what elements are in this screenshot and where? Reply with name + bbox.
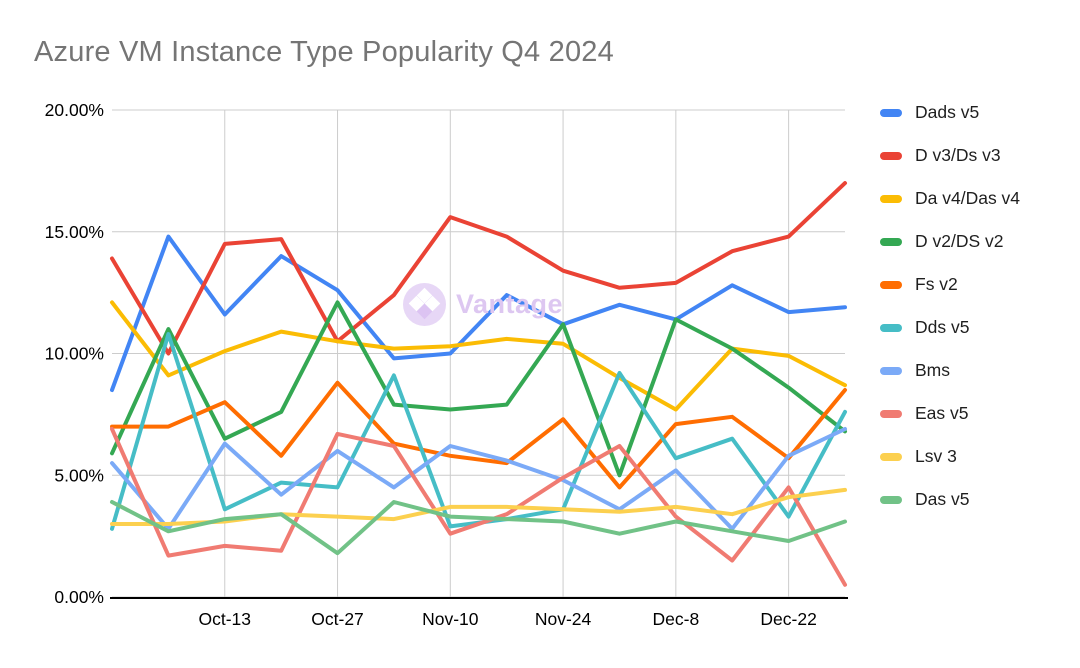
legend-swatch-icon [880, 194, 902, 203]
series-line-d-v2-ds-v2 [110, 300, 847, 478]
legend-swatch-icon [880, 452, 902, 461]
legend-swatch-icon [880, 108, 902, 117]
x-tick-label: Dec-8 [653, 609, 700, 629]
legend-item: D v2/DS v2 [880, 220, 1020, 263]
legend-label: Fs v2 [915, 274, 958, 294]
legend-label: Dds v5 [915, 317, 970, 337]
legend-swatch-icon [880, 151, 902, 160]
legend-swatch-icon [880, 323, 902, 332]
series-line-fs-v2 [110, 380, 847, 490]
series-line-d-v3-ds-v3 [110, 181, 847, 356]
series-line-bms [110, 427, 847, 531]
legend-swatch-icon [880, 237, 902, 246]
legend-swatch-icon [880, 366, 902, 375]
legend-label: Das v5 [915, 489, 970, 509]
y-tick-label: 0.00% [54, 587, 104, 607]
legend-label: D v2/DS v2 [915, 231, 1004, 251]
series-line-eas-v5 [110, 427, 847, 587]
legend-item: Lsv 3 [880, 435, 1020, 478]
legend-label: Bms [915, 360, 950, 380]
legend-label: Lsv 3 [915, 446, 957, 466]
legend-item: Dds v5 [880, 306, 1020, 349]
legend: Dads v5 D v3/Ds v3 Da v4/Das v4 D v2/DS v2 F… [880, 91, 1020, 521]
legend-item: Da v4/Das v4 [880, 177, 1020, 220]
legend-item: Das v5 [880, 478, 1020, 521]
legend-item: Bms [880, 349, 1020, 392]
series-line-das-v5 [110, 500, 847, 556]
legend-item: Dads v5 [880, 91, 1020, 134]
series-line-dads-v5 [110, 234, 847, 392]
y-tick-label: 20.00% [45, 100, 104, 120]
legend-label: D v3/Ds v3 [915, 145, 1001, 165]
x-tick-label: Dec-22 [760, 609, 816, 629]
y-tick-label: 5.00% [54, 465, 104, 485]
x-tick-label: Nov-10 [422, 609, 479, 629]
legend-label: Dads v5 [915, 102, 980, 122]
legend-swatch-icon [880, 495, 902, 504]
legend-label: Da v4/Das v4 [915, 188, 1021, 208]
legend-swatch-icon [880, 280, 902, 289]
legend-item: D v3/Ds v3 [880, 134, 1020, 177]
y-tick-label: 15.00% [45, 222, 104, 242]
legend-item: Eas v5 [880, 392, 1020, 435]
x-tick-label: Nov-24 [535, 609, 592, 629]
legend-label: Eas v5 [915, 403, 969, 423]
page-title: Azure VM Instance Type Popularity Q4 202… [34, 36, 614, 68]
legend-swatch-icon [880, 409, 902, 418]
series-line-da-v4-das-v4 [110, 300, 847, 412]
x-tick-label: Oct-27 [311, 609, 364, 629]
legend-item: Fs v2 [880, 263, 1020, 306]
x-tick-label: Oct-13 [199, 609, 252, 629]
y-tick-label: 10.00% [45, 344, 104, 364]
